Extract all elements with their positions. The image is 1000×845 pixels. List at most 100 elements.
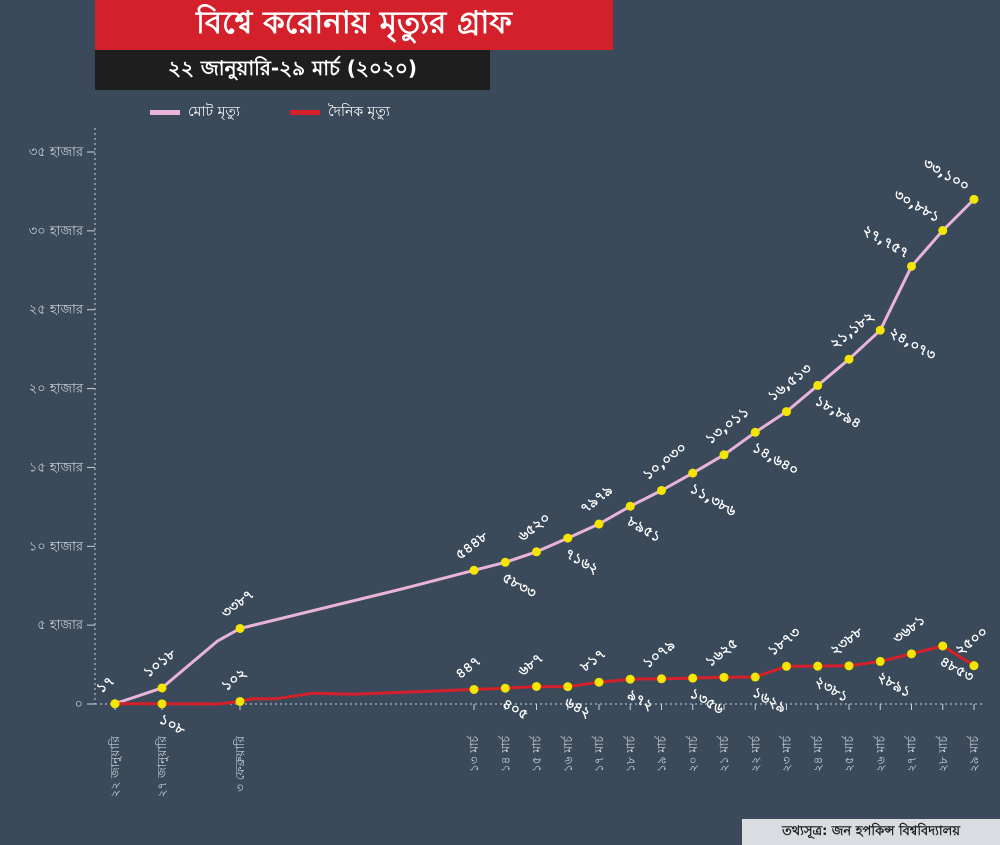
total-deaths-point <box>969 194 979 204</box>
x-tick-label: ২৫ মার্চ <box>842 735 856 772</box>
x-tick-label: ২৭ জানুয়ারি <box>155 736 170 798</box>
x-tick-label: ১৬ মার্চ <box>561 735 575 772</box>
daily-deaths-point <box>235 696 245 706</box>
y-tick-label: ৩০ হাজার <box>29 224 84 239</box>
total-deaths-data-label: ৬৫২০ <box>515 510 554 545</box>
total-deaths-data-label: ৩৩,১০০ <box>920 156 972 195</box>
daily-deaths-point <box>469 684 479 694</box>
total-deaths-point <box>157 683 167 693</box>
total-deaths-point <box>813 380 823 390</box>
source-credit: তথ্যসূত্র: জন হপকিন্স বিশ্ববিদ্যালয় <box>742 819 1000 845</box>
total-deaths-point <box>719 450 729 460</box>
legend-swatch-total <box>150 109 180 115</box>
daily-deaths-data-label: ৮১৭ <box>577 646 609 676</box>
total-deaths-point <box>469 565 479 575</box>
total-deaths-point <box>844 354 854 364</box>
total-deaths-point <box>532 547 541 557</box>
x-tick-label: ২৭ মার্চ <box>905 735 919 772</box>
total-deaths-point <box>782 407 791 417</box>
daily-deaths-data-label: ২৩৮৮ <box>828 623 867 659</box>
x-tick-label: ৩ ফেব্রুয়ারি <box>233 736 247 792</box>
daily-deaths-point <box>688 673 698 683</box>
total-deaths-point <box>594 519 604 529</box>
total-deaths-data-label: ২১,১৮২ <box>828 309 878 353</box>
legend-swatch-daily <box>289 109 320 115</box>
legend-label-daily: দৈনিক মৃত্যু <box>327 104 390 120</box>
x-tick-label: ১৯ মার্চ <box>655 735 669 772</box>
daily-deaths-point <box>594 677 604 687</box>
daily-deaths-point <box>782 661 791 671</box>
daily-deaths-data-label: ১৩৫৬ <box>687 686 727 718</box>
total-deaths-data-label: ৫৪৪৮ <box>453 528 492 564</box>
daily-deaths-data-label: ২৮৯১ <box>874 669 913 701</box>
x-tick-label: ২২ মার্চ <box>748 735 762 772</box>
total-deaths-data-label: ১০১৮ <box>141 646 180 682</box>
total-deaths-point <box>688 468 698 478</box>
daily-deaths-data-label: ১০২ <box>219 665 250 694</box>
daily-deaths-data-label: ১০৭৯ <box>640 637 679 672</box>
daily-deaths-data-label: ৯৭২ <box>624 687 656 715</box>
x-tick-label: ১৫ মার্চ <box>530 735 544 772</box>
daily-deaths-data-label: ১৬২৯ <box>749 685 789 717</box>
total-deaths-point <box>875 325 885 335</box>
total-deaths-point <box>750 427 760 437</box>
total-deaths-data-label: ১০,০৩০ <box>640 440 690 484</box>
y-tick-label: ০ <box>75 697 83 712</box>
daily-deaths-point <box>750 672 760 682</box>
x-tick-label: ২৮ মার্চ <box>936 735 950 772</box>
daily-deaths-data-label: ৪৪৭ <box>453 653 484 682</box>
daily-deaths-point <box>625 674 635 684</box>
total-deaths-point <box>938 226 948 236</box>
daily-deaths-data-label: ১৬২৫ <box>703 635 742 670</box>
total-deaths-point <box>500 557 510 567</box>
daily-deaths-point <box>563 682 573 692</box>
total-deaths-point <box>563 533 573 543</box>
y-tick-label: ২৫ হাজার <box>29 303 84 318</box>
daily-deaths-point <box>813 661 823 671</box>
x-tick-label: ২১ মার্চ <box>717 735 731 772</box>
y-tick-label: ১৫ হাজার <box>29 460 84 475</box>
daily-deaths-data-label: ২৫০০ <box>953 624 992 659</box>
legend: মোট মৃত্যু দৈনিক মৃত্যু <box>150 100 390 124</box>
daily-deaths-point <box>657 674 666 684</box>
x-tick-label: ২৬ মার্চ <box>873 735 887 772</box>
daily-deaths-point <box>844 661 854 671</box>
y-tick-label: ১০ হাজার <box>29 539 84 554</box>
x-tick-label: ১৩ মার্চ <box>467 735 481 772</box>
total-deaths-data-label: ৩৩৮৭ <box>219 587 258 622</box>
daily-deaths-data-label: ২৩৮১ <box>812 674 852 706</box>
total-deaths-data-label: ১৬,৫১৩ <box>765 361 815 405</box>
daily-deaths-data-label: ৬৮৭ <box>515 650 546 679</box>
daily-deaths-data-label: ১০৮ <box>156 711 188 739</box>
daily-deaths-data-label: ৬৪২ <box>562 694 594 722</box>
legend-item-daily: দৈনিক মৃত্যু <box>289 100 390 124</box>
chart-subtitle: ২২ জানুয়ারি-২৯ মার্চ (২০২০) <box>95 50 490 90</box>
legend-label-total: মোট মৃত্যু <box>188 104 240 120</box>
total-deaths-data-label: ১৪,৬৪০ <box>749 440 801 479</box>
daily-deaths-data-label: ৪০৫ <box>499 696 531 723</box>
daily-deaths-data-label: ৪৮৫৩ <box>937 654 976 686</box>
total-deaths-point <box>907 261 916 271</box>
total-deaths-data-label: ৮৯৫১ <box>623 513 663 546</box>
daily-deaths-point <box>969 661 979 671</box>
daily-deaths-data-label: ৩৬৮১ <box>890 612 929 647</box>
x-tick-label: ১৭ মার্চ <box>592 735 606 772</box>
total-deaths-data-label: ১৮,৮৯৪ <box>812 393 864 432</box>
daily-deaths-point <box>110 699 120 709</box>
legend-item-total: মোট মৃত্যু <box>150 100 240 124</box>
daily-deaths-point <box>938 641 948 651</box>
x-tick-label: ২০ মার্চ <box>686 735 700 772</box>
daily-deaths-point <box>719 672 729 682</box>
daily-deaths-point <box>907 649 916 659</box>
x-tick-label: ২৩ মার্চ <box>780 735 794 772</box>
daily-deaths-point <box>500 683 510 693</box>
total-deaths-data-label: ৩০,৮৮১ <box>891 187 943 226</box>
y-tick-label: ২০ হাজার <box>29 382 84 397</box>
total-deaths-data-label: ২৪,০৭৩ <box>886 325 938 364</box>
x-tick-label: ২৯ মার্চ <box>967 735 981 772</box>
total-deaths-point <box>235 623 245 633</box>
total-deaths-data-label: ১৭ <box>94 673 118 697</box>
x-tick-label: ১৪ মার্চ <box>498 735 512 772</box>
total-deaths-data-label: ১১,৩৮৬ <box>687 481 739 520</box>
